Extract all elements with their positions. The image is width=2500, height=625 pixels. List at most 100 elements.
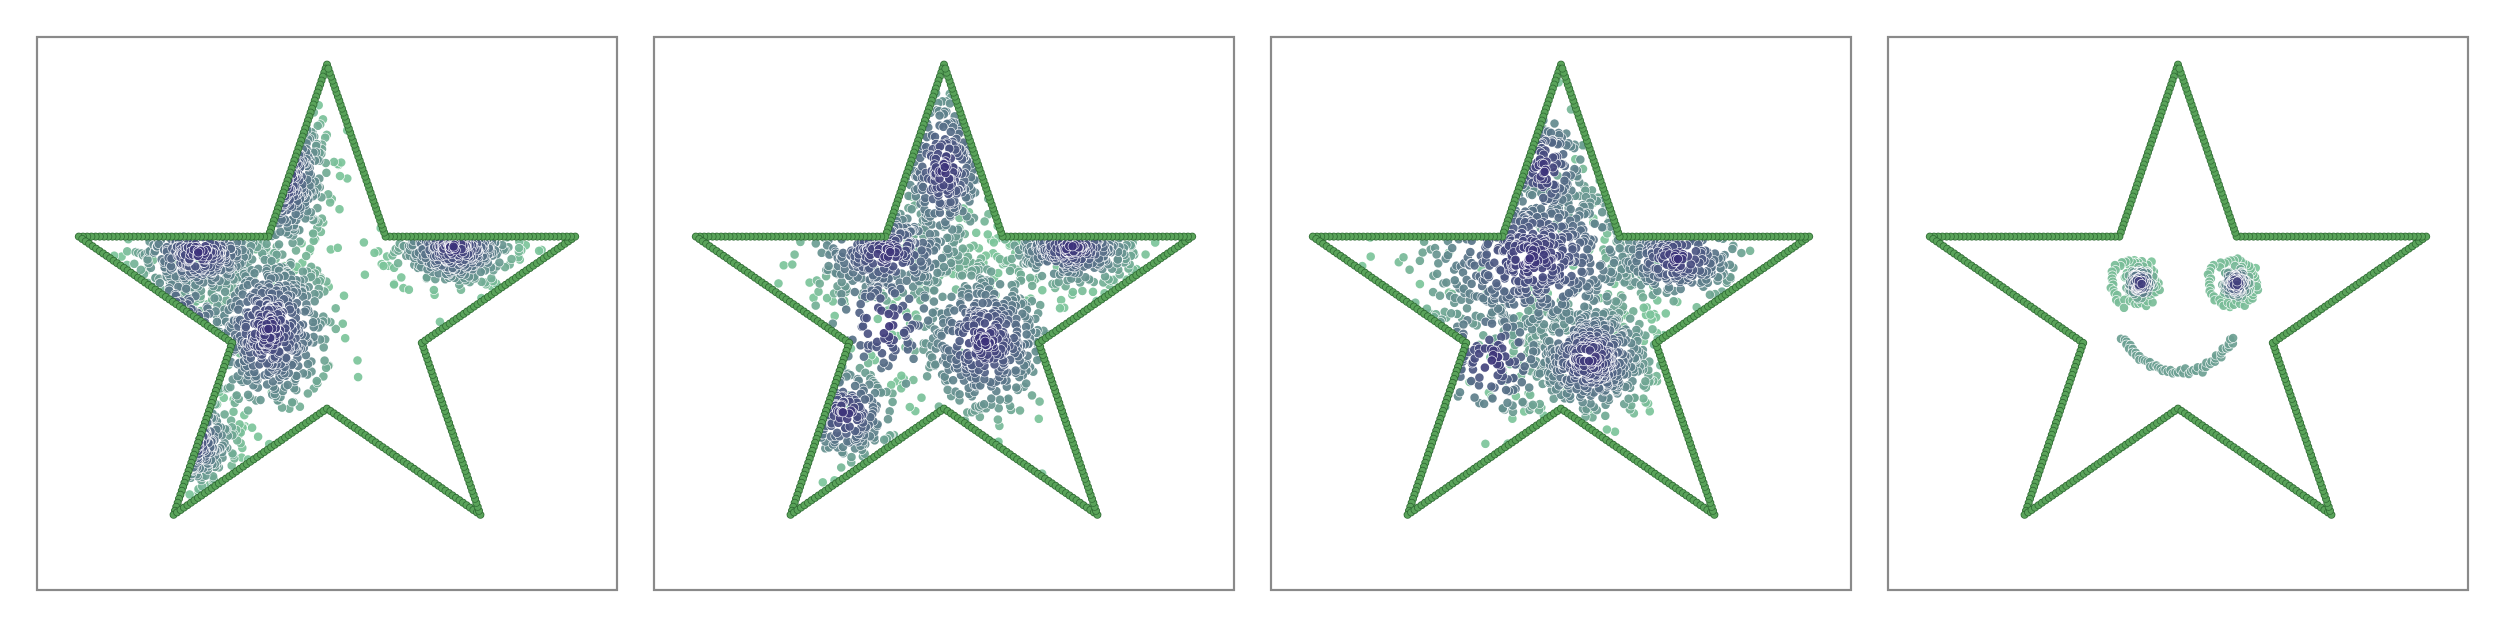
scatter-point — [995, 279, 1005, 290]
scatter-point — [1011, 382, 1022, 393]
scatter-point — [534, 245, 544, 256]
scatter-point — [220, 286, 230, 297]
scatter-point — [1027, 280, 1038, 291]
scatter-point — [850, 380, 860, 391]
scatter-point — [247, 422, 257, 433]
scatter-point — [282, 379, 293, 390]
scatter-point — [863, 328, 873, 339]
scatter-point — [946, 291, 957, 302]
scatter-point — [287, 397, 298, 408]
scatter-point — [1553, 212, 1564, 223]
scatter-point — [1431, 249, 1442, 260]
scatter-point — [872, 313, 883, 324]
scatter-point — [1034, 396, 1045, 407]
scatter-point — [945, 197, 956, 208]
scatter-point — [1466, 278, 1477, 289]
scatter-point — [988, 237, 999, 248]
scatter-point — [1441, 277, 1452, 288]
scatter-point — [514, 243, 524, 253]
scatter-point — [942, 244, 953, 254]
scatter-point — [778, 260, 789, 271]
scatter-point — [240, 321, 251, 332]
scatter-point — [1564, 288, 1574, 298]
scatter-point — [1519, 361, 1530, 372]
scatter-point — [359, 269, 370, 280]
scatter-point — [878, 357, 889, 368]
scatter-point — [334, 204, 345, 215]
scatter-point — [1527, 190, 1537, 200]
scatter-point — [1595, 260, 1605, 271]
scatter-point — [1480, 438, 1491, 449]
scatter-point — [1502, 322, 1512, 333]
scatter-point — [906, 204, 917, 215]
scatter-point — [849, 287, 860, 297]
scatter-point — [228, 406, 239, 417]
scatter-point — [193, 247, 204, 258]
scatter-point — [810, 300, 821, 311]
scatter-point — [966, 270, 977, 281]
scatter-point — [789, 249, 800, 260]
scatter-point — [1575, 154, 1586, 165]
scatter-point — [1465, 247, 1476, 257]
scatter-point — [1003, 393, 1014, 404]
scatter-point — [1736, 248, 1747, 258]
scatter-point — [494, 257, 505, 268]
scatter-point — [1517, 397, 1528, 407]
scatter-point — [986, 266, 997, 277]
scatter-point — [922, 371, 932, 382]
scatter-point — [329, 156, 339, 167]
scatter-point — [319, 355, 330, 366]
scatter-point — [219, 409, 230, 420]
scatter-point — [321, 167, 332, 178]
scatter-point — [884, 406, 895, 417]
scatter-point — [1502, 397, 1513, 408]
scatter-point — [448, 241, 459, 252]
scatter-point — [1526, 354, 1536, 365]
scatter-point — [1516, 377, 1527, 388]
scatter-point — [901, 275, 912, 286]
scatter-point — [1067, 241, 1078, 252]
scatter-point — [1501, 385, 1511, 395]
scatter-point — [787, 259, 798, 270]
scatter-point — [337, 318, 348, 329]
scatter-point — [954, 389, 965, 400]
scatter-point — [899, 327, 909, 338]
scatter-point — [890, 288, 900, 299]
scatter-point — [980, 336, 991, 347]
scatter-point — [340, 333, 351, 344]
scatter-point — [1508, 313, 1519, 324]
scatter-point — [325, 197, 335, 208]
scatter-point — [1645, 309, 1656, 320]
scatter-point — [396, 272, 407, 283]
scatter-point — [859, 351, 869, 362]
scatter-point — [1528, 399, 1538, 410]
scatter-point — [1435, 290, 1445, 301]
scatter-point — [1611, 296, 1621, 307]
scatter-point — [1365, 251, 1376, 262]
scatter-point — [957, 270, 967, 281]
scatter-panel-1 — [35, 35, 619, 592]
scatter-point — [1600, 410, 1611, 421]
scatter-point — [1015, 405, 1025, 416]
scatter-point — [1449, 275, 1460, 286]
scatter-point — [995, 394, 1005, 405]
scatter-point — [1458, 319, 1469, 330]
scatter-point — [836, 462, 847, 473]
scatter-point — [861, 313, 872, 323]
scatter-point — [231, 390, 242, 401]
scatter-point — [1027, 390, 1037, 401]
scatter-point — [1033, 413, 1044, 424]
scatter-point — [358, 237, 369, 248]
scatter-point — [1469, 392, 1480, 403]
scatter-point — [1549, 118, 1560, 129]
scatter-point — [814, 278, 825, 289]
scatter-point — [428, 285, 439, 295]
scatter-point — [233, 304, 244, 315]
scatter-point — [352, 355, 363, 366]
scatter-point — [1446, 308, 1457, 319]
scatter-point — [1415, 255, 1425, 266]
scatter-point — [1601, 291, 1612, 302]
scatter-point — [1534, 368, 1545, 379]
scatter-point — [1647, 324, 1658, 335]
scatter-point — [486, 273, 497, 284]
